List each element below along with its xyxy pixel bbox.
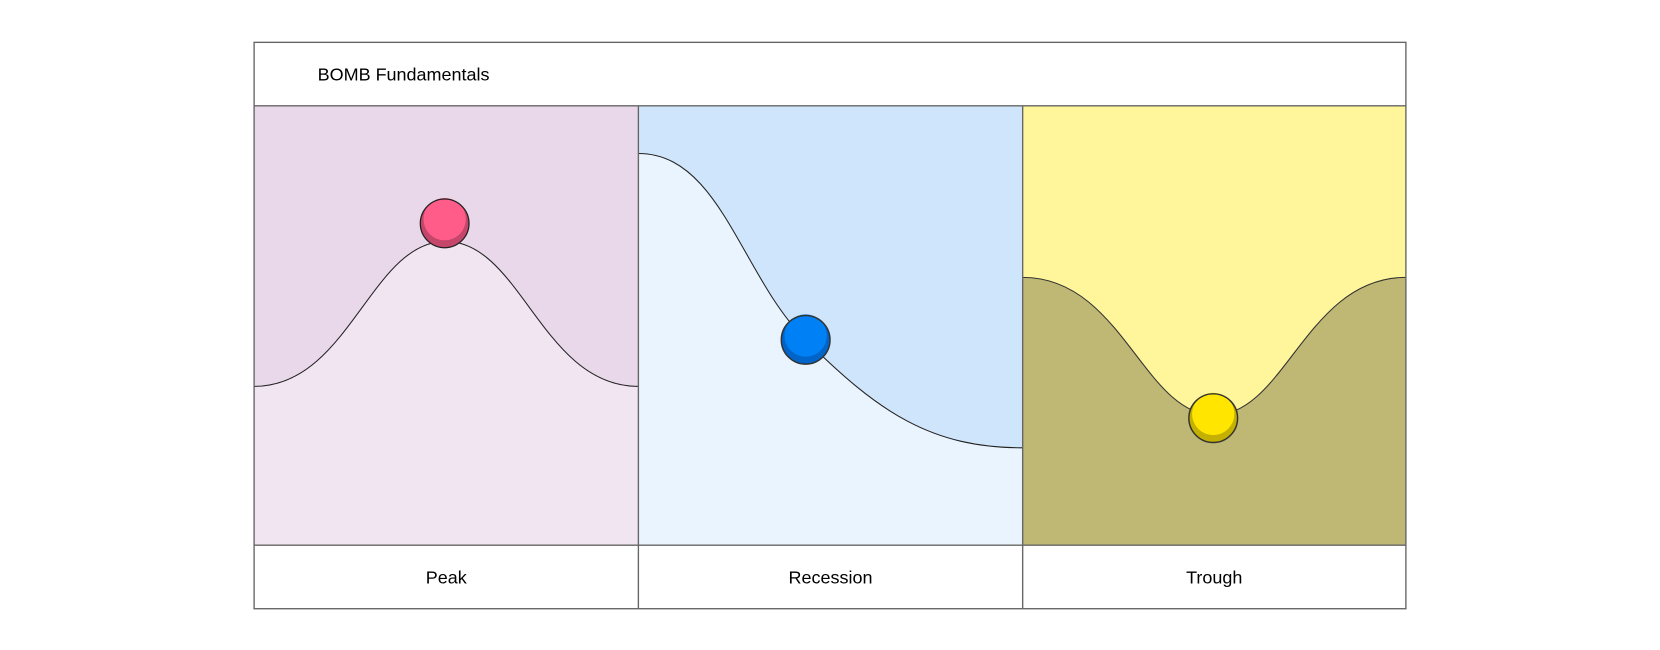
label-peak: Peak (426, 567, 468, 587)
panel-trough (1022, 105, 1406, 546)
label-recession: Recession (789, 567, 873, 587)
label-trough: Trough (1186, 567, 1242, 587)
trough-lower-area (1022, 277, 1406, 546)
diagram-title: BOMB Fundamentals (318, 64, 490, 84)
panel-peak (254, 105, 639, 546)
peak-lower-area (254, 241, 639, 546)
peak-ball (419, 197, 470, 249)
trough-ball (1188, 392, 1239, 444)
recession-ball (780, 314, 831, 365)
recession-lower-area (638, 153, 1023, 546)
panel-recession (638, 105, 1023, 546)
frame (253, 41, 1407, 610)
